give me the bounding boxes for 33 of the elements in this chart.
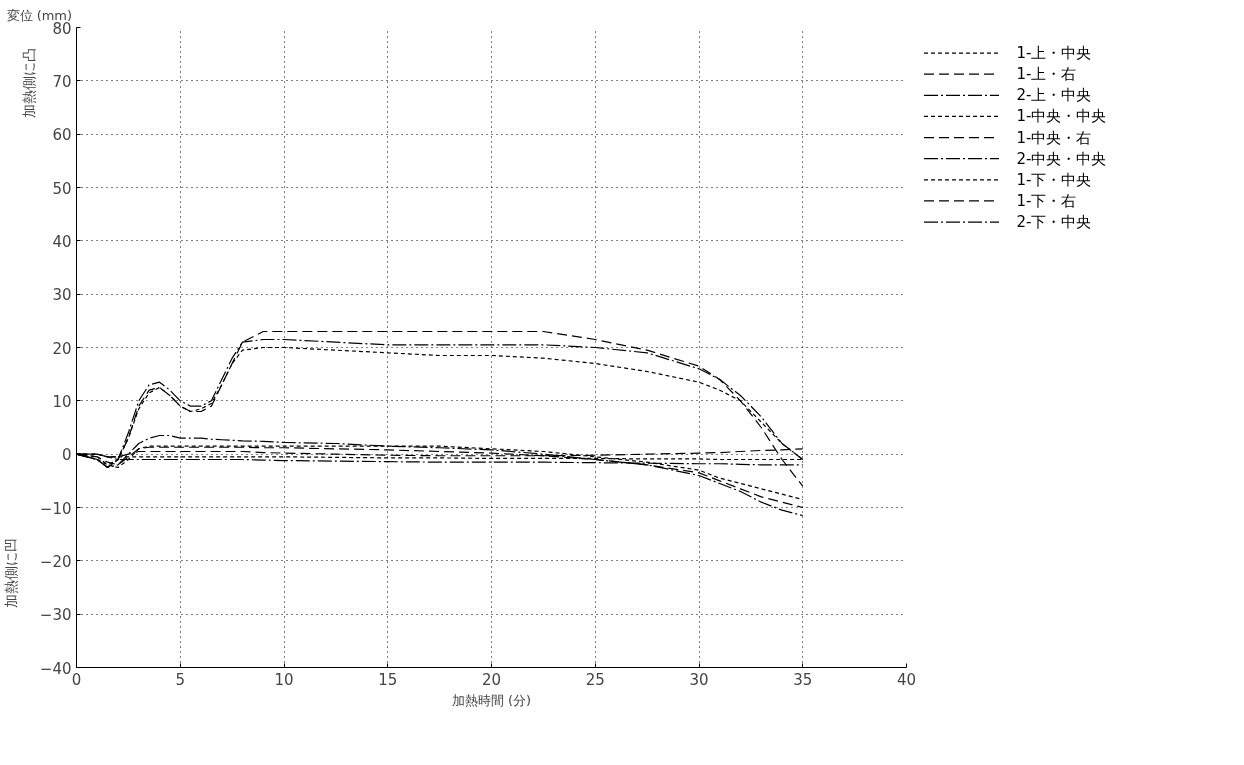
y-tick-label: 30 (52, 286, 72, 305)
legend-label: 2-上・中央 (1016, 86, 1092, 105)
text: 加熱側に凹 (2, 537, 19, 608)
y-tick-label: 50 (52, 179, 72, 198)
y-tick-label: −40 (39, 659, 72, 678)
y-tick-label: 10 (52, 392, 72, 411)
y-tick-label: −10 (39, 499, 72, 518)
legend-label: 1-上・中央 (1016, 44, 1092, 63)
x-tick-label: 30 (689, 670, 709, 689)
legend-label: 1-中央・右 (1016, 128, 1092, 147)
y-tick-label: 0 (61, 446, 72, 465)
x-tick-label: 20 (481, 670, 502, 689)
y-tick-label: −30 (39, 606, 72, 625)
x-tick-label: 10 (274, 670, 294, 689)
x-tick-label: 25 (585, 670, 605, 689)
y-tick-label: 70 (52, 72, 72, 91)
y-tick-label: 20 (52, 339, 72, 358)
x-tick-label: 35 (793, 670, 813, 689)
y-axis-title: 変位 (mm) (6, 7, 73, 23)
x-tick-label: 5 (175, 670, 186, 689)
legend-label: 1-中央・中央 (1016, 107, 1107, 126)
legend-label: 1-下・中央 (1016, 170, 1092, 189)
y-tick-label: 60 (52, 126, 72, 145)
y-tick-label: 40 (52, 232, 72, 251)
legend-label: 2-中央・中央 (1016, 149, 1107, 168)
legend-label: 1-上・右 (1016, 65, 1077, 84)
x-axis-title: 加熱時間 (分) (451, 692, 532, 708)
legend-label: 1-下・右 (1016, 191, 1077, 210)
x-tick-label: 40 (896, 670, 917, 689)
text: 加熱側に凸 (20, 47, 37, 118)
x-tick-label: 15 (378, 670, 398, 689)
y-tick-label: −20 (39, 552, 72, 571)
legend-label: 2-下・中央 (1016, 213, 1092, 232)
